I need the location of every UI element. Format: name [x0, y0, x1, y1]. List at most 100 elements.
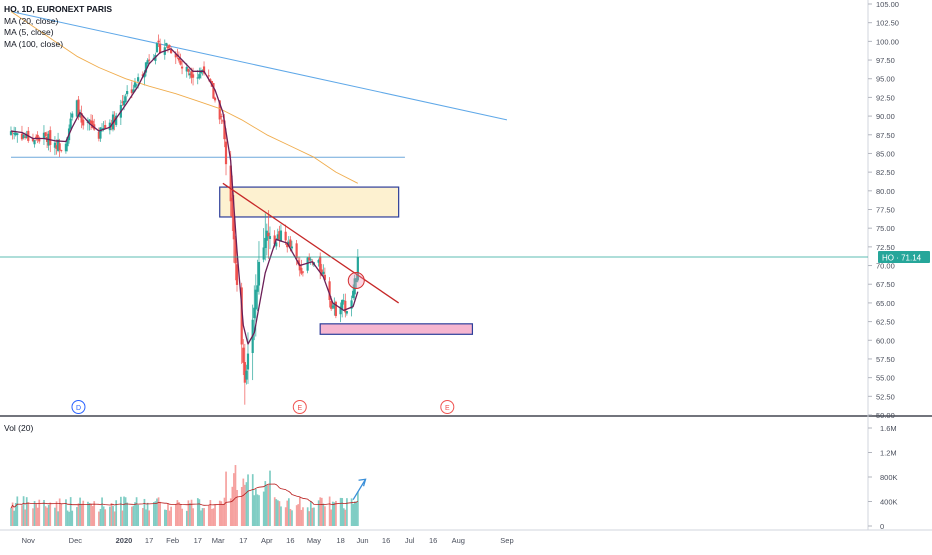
candle-body	[309, 259, 312, 261]
candle-body	[209, 79, 212, 83]
volume-bar	[278, 501, 281, 526]
volume-bar	[187, 500, 190, 526]
candle-body	[234, 238, 237, 264]
volume-bar	[131, 506, 133, 526]
candle-body	[330, 300, 333, 309]
volume-bar	[269, 470, 271, 526]
volume-bar	[99, 508, 102, 526]
volume-bar	[135, 497, 138, 526]
volume-bar	[225, 471, 227, 526]
volume-bar	[157, 497, 160, 526]
volume-tick-label: 800K	[880, 473, 898, 482]
candle-body	[20, 133, 24, 140]
volume-bar	[32, 508, 34, 526]
volume-bar	[69, 497, 72, 526]
candle-body	[53, 142, 57, 148]
x-tick-label: 17	[194, 536, 202, 545]
candle-body	[243, 362, 246, 383]
candle-body	[168, 45, 171, 48]
x-tick-label: Sep	[500, 536, 513, 545]
candle-body	[264, 237, 267, 249]
candle-body	[262, 247, 265, 260]
candle-body	[155, 43, 159, 53]
volume-bar	[25, 497, 28, 526]
volume-bar	[242, 478, 245, 526]
volume-bar	[170, 506, 172, 526]
y-tick-label: 80.00	[876, 187, 895, 196]
volume-bar	[346, 498, 348, 526]
volume-bar	[115, 500, 118, 526]
candle-body	[257, 261, 261, 286]
y-tick-label: 87.50	[876, 131, 895, 140]
ma100-legend[interactable]: MA (100, close)	[4, 38, 64, 49]
candle-body	[122, 100, 126, 106]
candle-body	[289, 239, 292, 247]
volume-tick-label: 1.6M	[880, 424, 897, 433]
volume-tick-label: 1.2M	[880, 449, 897, 458]
x-tick-label: 2020	[116, 536, 133, 545]
y-tick-label: 75.00	[876, 224, 895, 233]
volume-bar	[44, 506, 47, 526]
candle-body	[44, 132, 47, 137]
candle-body	[254, 289, 257, 310]
volume-bar	[291, 510, 293, 526]
candle-body	[64, 143, 68, 152]
volume-bar	[236, 489, 238, 526]
volume-bar	[178, 502, 180, 526]
volume-bar	[38, 499, 41, 526]
volume-bar	[320, 497, 323, 526]
candle-body	[135, 84, 138, 86]
volume-bar	[309, 501, 312, 526]
volume-bar	[126, 502, 129, 526]
volume-bar	[200, 510, 202, 526]
candle-body	[218, 100, 221, 120]
volume-bar	[264, 481, 267, 526]
volume-bar	[198, 499, 201, 526]
candle-body	[190, 71, 193, 78]
event-marker	[440, 400, 455, 414]
candle-body	[187, 68, 190, 72]
candle-body	[317, 260, 320, 263]
volume-bar	[153, 502, 155, 526]
y-tick-label: 72.50	[876, 243, 895, 252]
x-tick-label: 16	[429, 536, 437, 545]
ma5-legend[interactable]: MA (5, close)	[4, 27, 54, 37]
breakout-circle	[347, 271, 365, 289]
candle-body	[268, 236, 272, 240]
chart-legend: HO, 1D, EURONEXT PARIS MA (20, close) MA…	[4, 4, 112, 50]
candle-body	[42, 132, 46, 138]
volume-bar	[58, 498, 61, 526]
candle-body	[344, 300, 347, 313]
volume-bar	[109, 506, 111, 526]
candle-body	[224, 141, 228, 165]
volume-bar	[357, 491, 359, 526]
volume-bar	[79, 497, 81, 526]
volume-bar	[333, 502, 336, 526]
candle-body	[323, 274, 326, 281]
volume-bar	[280, 506, 282, 526]
resistance-zone	[219, 186, 400, 218]
y-tick-label: 52.50	[876, 392, 895, 401]
candle-body	[231, 197, 234, 217]
volume-bar	[101, 497, 103, 526]
volume-bar	[110, 503, 113, 526]
volume-bar	[159, 501, 161, 526]
volume-bar	[190, 499, 193, 526]
ma5-line	[10, 48, 359, 345]
volume-bar	[112, 505, 114, 526]
candle-body	[345, 311, 348, 314]
symbol-title[interactable]: HO, 1D, EURONEXT PARIS	[4, 4, 112, 14]
candle-body	[278, 231, 281, 240]
volume-bar	[287, 498, 290, 526]
volume-bar	[319, 497, 322, 526]
volume-bar	[88, 503, 91, 526]
x-tick-label: 17	[145, 536, 153, 545]
candle-body	[165, 42, 168, 46]
candle-body	[339, 306, 342, 315]
volume-bar	[218, 500, 221, 526]
volume-legend[interactable]: Vol (20)	[4, 423, 34, 433]
ma20-legend[interactable]: MA (20, close)	[4, 15, 59, 26]
volume-bar	[11, 502, 14, 526]
volume-bar	[22, 496, 25, 526]
